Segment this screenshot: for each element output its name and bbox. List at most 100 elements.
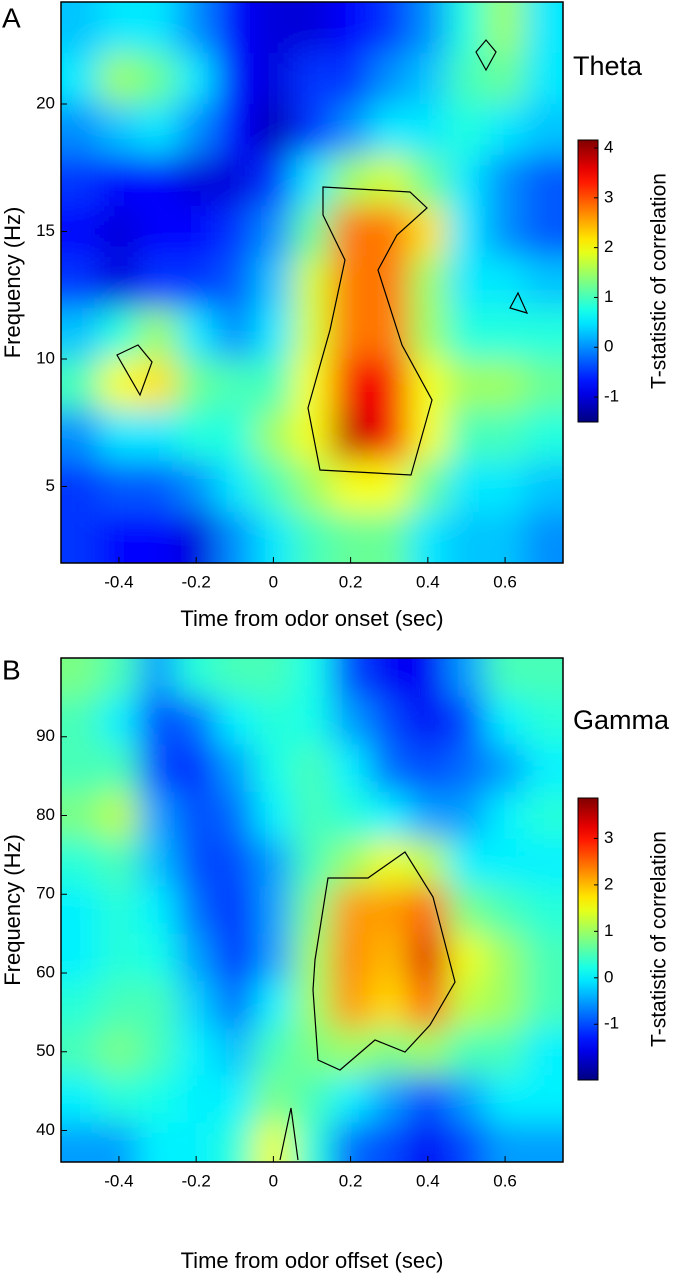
colorbar-tick-label: 1	[604, 287, 613, 306]
heatmap-cell	[485, 744, 525, 793]
heatmap-cell	[447, 1028, 487, 1076]
heatmap-cell	[61, 658, 101, 698]
heatmap-cell	[524, 257, 563, 309]
heatmap-cell	[215, 461, 255, 513]
heatmap-cell	[447, 658, 487, 698]
heatmap-cell	[447, 933, 487, 982]
heatmap-cell	[447, 1075, 487, 1124]
heatmap-cell	[99, 658, 139, 698]
heatmap-cell	[447, 155, 487, 207]
contour	[279, 851, 456, 1161]
heatmap-cell	[254, 359, 294, 411]
y-tick-label: 5	[46, 476, 55, 495]
heatmap-cell	[524, 980, 563, 1029]
heatmap-cell	[447, 980, 487, 1029]
heatmap-cell	[331, 1075, 371, 1124]
heatmap-cell	[99, 980, 139, 1029]
x-tick-label: 0.4	[416, 572, 440, 591]
heatmap-cell	[215, 1028, 255, 1076]
heatmap-cell	[331, 206, 371, 258]
panel-letter: B	[2, 654, 21, 685]
heatmap-cell	[61, 206, 101, 258]
heatmap-cell	[138, 104, 178, 156]
x-axis-label: Time from odor onset (sec)	[180, 606, 443, 631]
heatmap-cell	[138, 697, 178, 746]
heatmap-cell	[524, 155, 563, 207]
heatmap-cell	[369, 53, 410, 105]
heatmap-cell	[254, 1028, 294, 1076]
x-axis-label: Time from odor offset (sec)	[181, 1248, 444, 1273]
colorbar-tick-label: 3	[604, 828, 613, 847]
heatmap-cell	[176, 933, 216, 982]
heatmap-cell	[292, 744, 332, 793]
heatmap-cell	[176, 658, 216, 698]
heatmap-cell	[331, 839, 371, 887]
heatmap-cell	[99, 1122, 139, 1162]
heatmap-cell	[331, 1028, 371, 1076]
heatmap-cell	[447, 744, 487, 793]
heatmap-cell	[61, 2, 101, 54]
heatmap-cell	[292, 206, 332, 258]
heatmap-cell	[176, 461, 216, 513]
heatmap-cell	[292, 1122, 332, 1162]
heatmap-cell	[292, 359, 332, 411]
heatmap-cell	[292, 1028, 332, 1076]
heatmap-cell	[485, 1075, 525, 1124]
x-tick-label: 0.6	[493, 1171, 517, 1190]
heatmap-cell	[447, 206, 487, 258]
heatmap-cell	[176, 53, 216, 105]
heatmap-cell	[447, 461, 487, 513]
heatmap-cell	[61, 257, 101, 309]
heatmap-cell	[176, 839, 216, 887]
heatmap-cell	[215, 308, 255, 360]
heatmap-cell	[215, 410, 255, 462]
heatmap-cell	[292, 658, 332, 698]
x-tick-label: 0	[269, 572, 278, 591]
heatmap-cell	[292, 697, 332, 746]
heatmap-cell	[331, 104, 371, 156]
heatmap-cell	[61, 886, 101, 935]
heatmap-cell	[61, 1122, 101, 1162]
heatmap-cell	[369, 744, 410, 793]
contour	[116, 39, 529, 476]
heatmap-cell	[524, 933, 563, 982]
heatmap-cell	[369, 461, 410, 513]
heatmap-cell	[485, 697, 525, 746]
heatmap-cell	[524, 1122, 563, 1162]
colorbar-tick-label: -1	[604, 387, 619, 406]
heatmap-cell	[408, 658, 448, 698]
heatmap-cell	[447, 1122, 487, 1162]
heatmap-cell	[61, 933, 101, 982]
heatmap-cell	[485, 53, 525, 105]
heatmap-cell	[138, 512, 178, 563]
heatmap-cell	[138, 359, 178, 411]
heatmap-cell	[369, 512, 410, 563]
heatmap-cell	[331, 658, 371, 698]
heatmap-cell	[254, 155, 294, 207]
heatmap-cell	[524, 1028, 563, 1076]
heatmap-cell	[138, 2, 178, 54]
colorbar-label: T-statistic of correlation	[648, 173, 671, 389]
heatmap-cell	[138, 461, 178, 513]
heatmap-cell	[61, 791, 101, 840]
heatmap-cell	[254, 933, 294, 982]
heatmap-cell	[254, 104, 294, 156]
heatmap-cell	[485, 410, 525, 462]
heatmap-cell	[331, 791, 371, 840]
heatmap-cell	[61, 512, 101, 563]
heatmap-cell	[176, 2, 216, 54]
heatmap-cell	[408, 933, 448, 982]
heatmap-cell	[524, 658, 563, 698]
heatmap-cell	[254, 697, 294, 746]
heatmap-cell	[292, 53, 332, 105]
heatmap-cell	[447, 410, 487, 462]
heatmap-cell	[292, 2, 332, 54]
heatmap-cell	[176, 697, 216, 746]
heatmap-cell	[99, 410, 139, 462]
heatmap-cell	[99, 697, 139, 746]
heatmap-cell	[408, 1122, 448, 1162]
heatmap-cell	[331, 155, 371, 207]
heatmap-cell	[408, 461, 448, 513]
band-label: Gamma	[573, 705, 670, 735]
